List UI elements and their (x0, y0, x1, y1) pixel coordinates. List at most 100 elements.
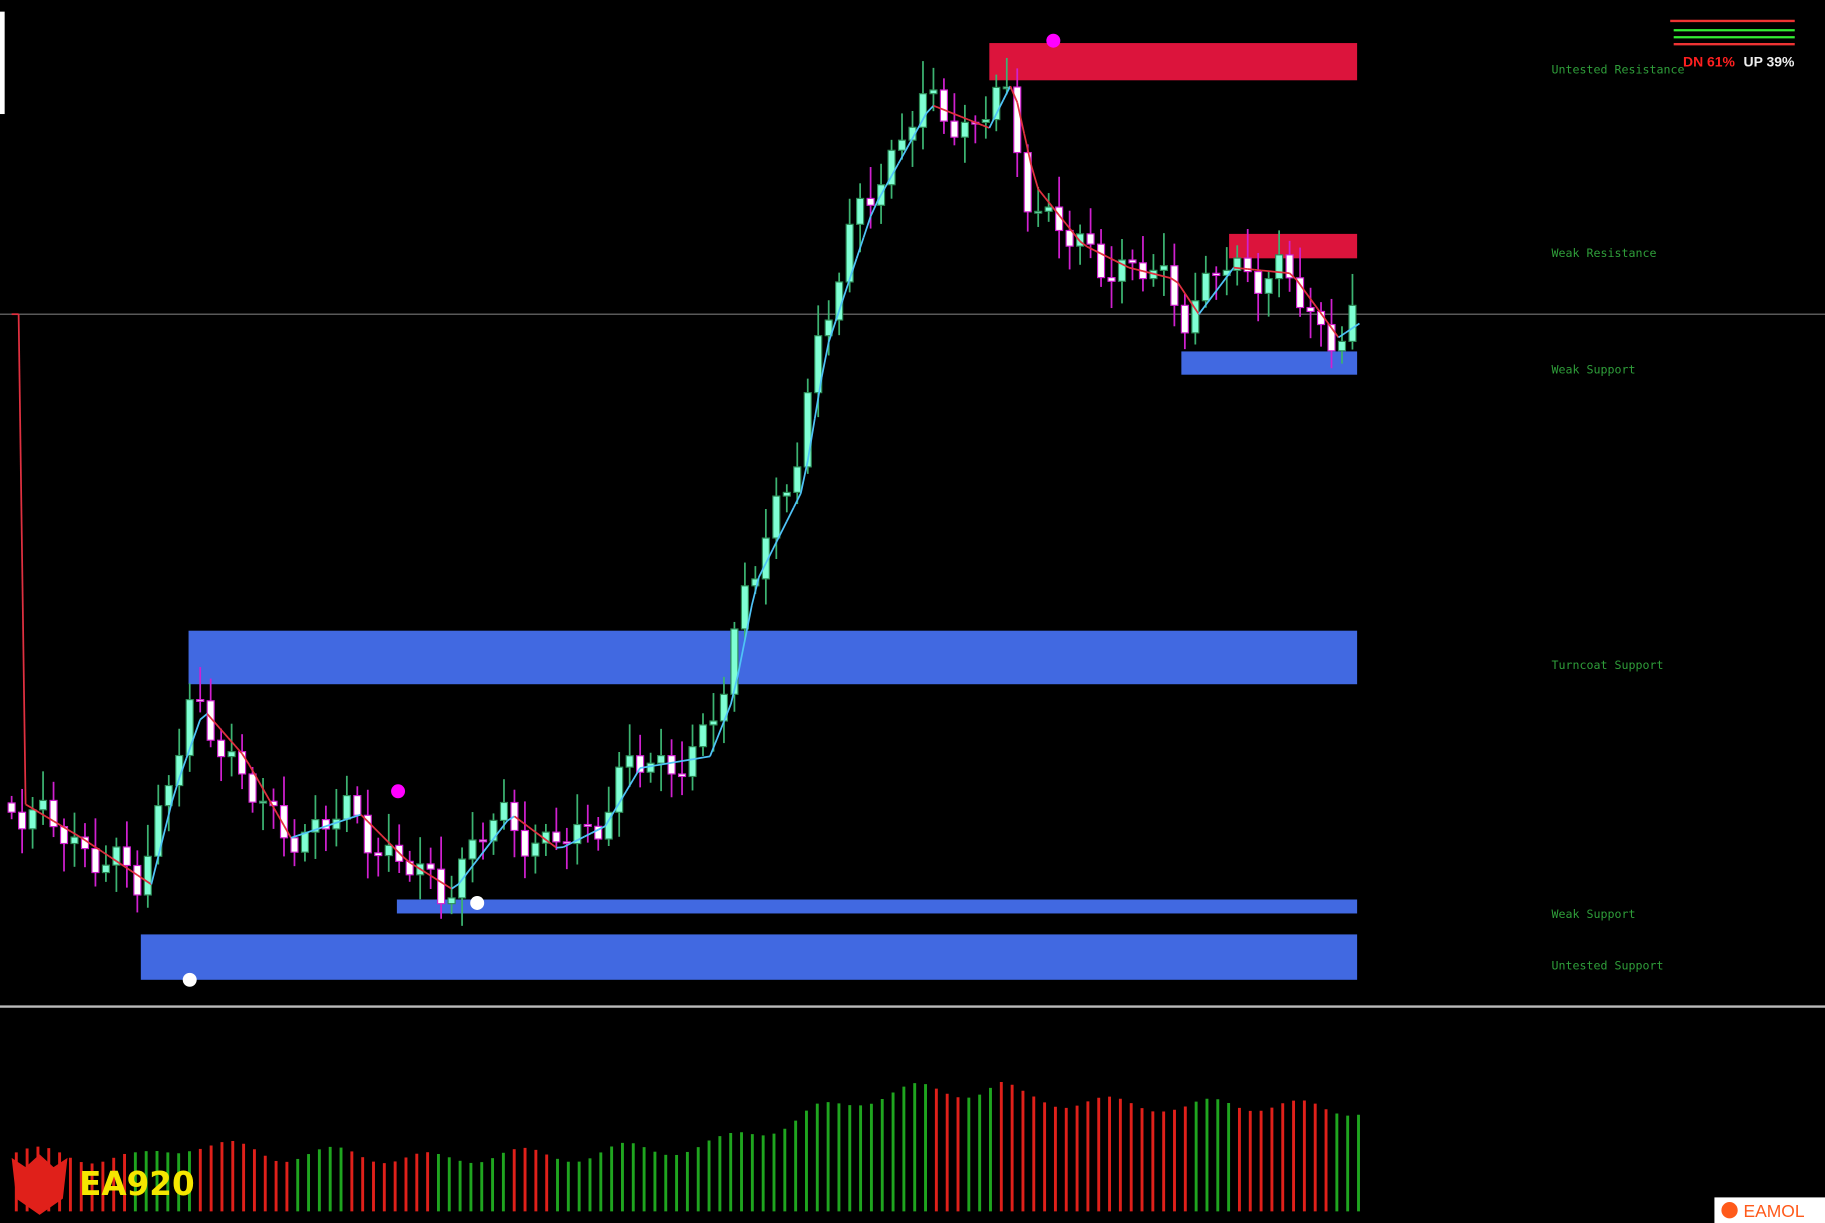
candle-body (1128, 259, 1137, 264)
ma-segment (1051, 206, 1060, 216)
candle-body (342, 795, 351, 820)
candle-body (1096, 243, 1106, 279)
candle-body (248, 773, 257, 803)
candle-body (594, 825, 603, 840)
candle-body (1044, 206, 1053, 212)
signal-dot (1046, 33, 1061, 48)
ma-segment (548, 841, 557, 849)
ma-segment (1240, 267, 1248, 270)
ma-segment (667, 761, 676, 765)
ma-segment (709, 738, 718, 757)
ma-segment (947, 110, 955, 115)
ma-segment (583, 832, 592, 838)
ma-segment (1282, 271, 1290, 275)
watermark-icon (1721, 1202, 1738, 1219)
ma-segment (954, 113, 962, 118)
support-zone (140, 934, 1358, 980)
ma-segment (115, 860, 124, 867)
ma-segment (758, 562, 767, 578)
ma-segment (653, 763, 662, 767)
ma-segment (527, 826, 536, 833)
resistance-zone (989, 43, 1358, 81)
candle-body (447, 897, 456, 905)
candle-body (856, 197, 865, 225)
ma-segment (876, 188, 886, 202)
ma-segment (1135, 268, 1144, 272)
ma-segment (478, 847, 488, 858)
signal-dot (391, 784, 406, 799)
ma-segment (1072, 232, 1081, 243)
ma-segment (1100, 252, 1109, 258)
ma-segment (890, 162, 900, 177)
ma-segment (206, 713, 215, 723)
ma-segment (171, 777, 181, 801)
candle-body (1254, 271, 1263, 294)
ma-segment (730, 674, 739, 705)
ma-segment (311, 827, 320, 832)
ma-segment (437, 879, 446, 886)
ma-segment (779, 520, 788, 536)
candle-body (981, 118, 990, 123)
ma-segment (1170, 277, 1179, 284)
candle-body (615, 766, 624, 813)
ma-segment (430, 874, 439, 881)
candle-body (772, 495, 781, 539)
ma-segment (534, 831, 543, 838)
candle-body (426, 863, 435, 870)
ma-segment (904, 137, 914, 152)
ma-segment (751, 576, 760, 606)
candle-body (101, 864, 110, 874)
candle-body (405, 860, 414, 876)
ma-segment (1261, 269, 1269, 272)
candle-body (238, 751, 247, 775)
ma-segment (1268, 270, 1276, 273)
zone-labels: Untested Resistance Weak Resistance Weak S… (1551, 62, 1684, 972)
ma-segment (995, 99, 1005, 115)
candle-body (1243, 257, 1252, 273)
ma-segment (1128, 266, 1137, 271)
ma-segment (492, 829, 502, 840)
ma-segment (513, 815, 522, 823)
candle-body (499, 801, 509, 821)
candles (7, 57, 1357, 926)
ma-segment (17, 314, 27, 805)
candle-body (677, 773, 687, 778)
down-strength: DN 61% (1683, 53, 1736, 69)
candle-body (1296, 277, 1305, 309)
candle-body (1159, 265, 1168, 271)
candle-body (311, 819, 320, 833)
ma-segment (541, 836, 550, 844)
candle-body (384, 844, 393, 857)
candle-body (782, 491, 791, 497)
ma-segment (723, 703, 732, 722)
ma-segment (374, 827, 383, 837)
ma-segment (813, 376, 823, 420)
ma-segment (136, 874, 145, 881)
ma-segment (108, 855, 117, 862)
candle-body (1170, 265, 1179, 306)
ma-segment (1149, 272, 1158, 276)
ma-segment (499, 820, 509, 831)
candle-body (217, 739, 226, 758)
ma-segment (1205, 295, 1214, 306)
ma-segment (402, 855, 411, 864)
ma-segment (674, 760, 683, 764)
candle-body (950, 120, 959, 138)
candle-body (1191, 300, 1200, 334)
ma-segment (1016, 102, 1026, 135)
candle-body (667, 755, 676, 775)
ma-segment (87, 841, 96, 848)
candle-body (793, 466, 802, 493)
candle-body (814, 335, 823, 394)
ma-segment (681, 759, 690, 762)
candle-body (1233, 257, 1242, 271)
ma-segment (1142, 270, 1151, 274)
ma-segment (716, 721, 725, 740)
candle-body (49, 799, 58, 828)
logo: EA920 (11, 1154, 195, 1215)
candle-body (279, 805, 289, 839)
ma-segment (1002, 85, 1012, 101)
candle-body (290, 837, 299, 853)
